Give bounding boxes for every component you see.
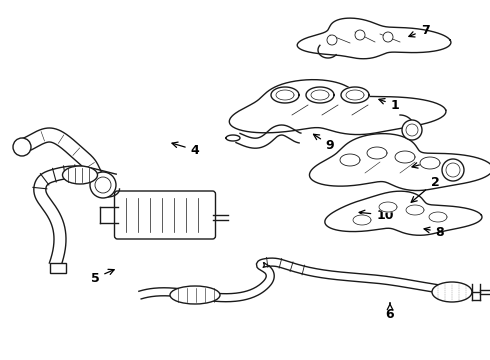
Ellipse shape xyxy=(432,282,472,302)
Circle shape xyxy=(383,32,393,42)
Text: 8: 8 xyxy=(424,225,444,239)
Polygon shape xyxy=(236,125,301,148)
Circle shape xyxy=(90,172,116,198)
Circle shape xyxy=(355,30,365,40)
FancyBboxPatch shape xyxy=(115,191,216,239)
Text: 7: 7 xyxy=(409,23,429,37)
Text: 4: 4 xyxy=(172,142,199,157)
Polygon shape xyxy=(429,212,447,222)
Polygon shape xyxy=(340,154,360,166)
Polygon shape xyxy=(139,258,466,302)
Circle shape xyxy=(442,159,464,181)
Polygon shape xyxy=(379,202,397,212)
Polygon shape xyxy=(34,166,116,267)
Ellipse shape xyxy=(63,166,98,184)
Text: 9: 9 xyxy=(314,134,334,152)
Polygon shape xyxy=(341,87,369,103)
Circle shape xyxy=(95,177,111,193)
Polygon shape xyxy=(23,128,105,187)
Text: 3: 3 xyxy=(412,156,434,168)
Bar xyxy=(50,263,66,273)
Polygon shape xyxy=(310,134,490,190)
Polygon shape xyxy=(353,215,371,225)
Circle shape xyxy=(13,138,31,156)
Polygon shape xyxy=(420,157,440,169)
Circle shape xyxy=(327,35,337,45)
Text: 1: 1 xyxy=(379,99,399,112)
Text: 5: 5 xyxy=(91,269,114,284)
Circle shape xyxy=(406,124,418,136)
Text: 6: 6 xyxy=(386,303,394,321)
Circle shape xyxy=(446,163,460,177)
Ellipse shape xyxy=(170,286,220,304)
Text: 2: 2 xyxy=(411,176,440,202)
Polygon shape xyxy=(367,147,387,159)
Polygon shape xyxy=(229,80,446,135)
Polygon shape xyxy=(271,87,299,103)
Polygon shape xyxy=(395,151,415,163)
Polygon shape xyxy=(297,18,451,59)
Polygon shape xyxy=(306,87,334,103)
Polygon shape xyxy=(325,191,482,235)
Circle shape xyxy=(402,120,422,140)
Text: 10: 10 xyxy=(359,208,394,221)
Polygon shape xyxy=(406,205,424,215)
